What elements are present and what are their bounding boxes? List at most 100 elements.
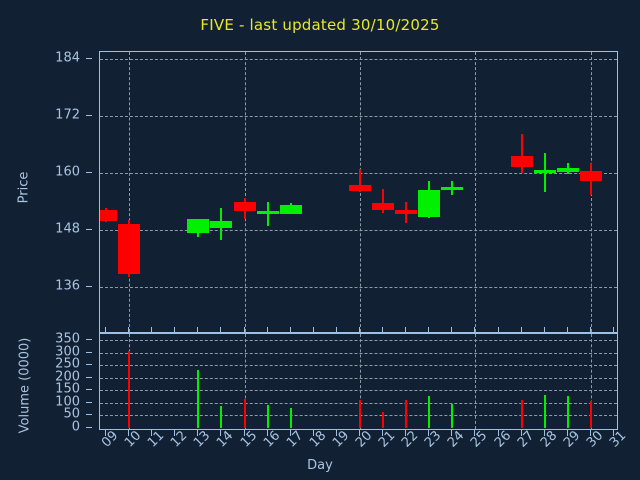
price-tick-mark xyxy=(86,115,92,116)
day-tick-mark-upper xyxy=(428,327,430,333)
day-tick-label: 09 xyxy=(99,428,122,451)
day-tick-mark xyxy=(474,430,476,436)
day-tick-mark xyxy=(197,430,199,436)
price-tick-mark xyxy=(86,286,92,287)
day-tick-label: 27 xyxy=(514,428,537,451)
volume-bar xyxy=(543,395,546,428)
candle-body xyxy=(349,185,371,192)
day-tick-label: 29 xyxy=(560,428,584,451)
volume-gridline xyxy=(100,365,617,367)
day-tick-mark xyxy=(520,430,522,436)
volume-gridline xyxy=(100,340,617,341)
day-tick-label: 10 xyxy=(122,428,145,451)
day-tick-mark-upper xyxy=(613,327,614,333)
day-tick-mark-upper xyxy=(451,327,453,333)
price-tick-label: 172 xyxy=(55,107,80,123)
candle-wick xyxy=(382,188,385,213)
volume-bar xyxy=(266,404,269,428)
candle-body xyxy=(533,169,556,173)
candle-body xyxy=(556,168,579,172)
candle-body xyxy=(100,209,117,222)
day-tick-mark xyxy=(428,430,430,436)
day-tick-mark-upper xyxy=(359,327,360,333)
price-gridline xyxy=(100,230,617,231)
day-tick-mark-upper xyxy=(520,327,522,333)
volume-tick-label: 350 xyxy=(55,331,80,347)
day-tick-mark-upper xyxy=(151,327,153,333)
candle-body xyxy=(418,189,441,217)
candle-body xyxy=(210,221,233,228)
volume-tick-label: 100 xyxy=(55,394,80,410)
day-tick-label: 11 xyxy=(145,428,168,451)
candle-body xyxy=(395,209,418,214)
day-tick-mark-upper xyxy=(312,327,314,333)
day-tick-mark xyxy=(289,430,291,436)
price-gridline-vertical xyxy=(360,52,361,332)
volume-tick-mark xyxy=(86,389,92,391)
volume-gridline xyxy=(100,352,617,354)
day-tick-mark xyxy=(613,430,614,436)
day-tick-label: 22 xyxy=(399,428,422,451)
day-tick-mark-upper xyxy=(497,327,499,333)
candle-body xyxy=(372,202,395,211)
candle-body xyxy=(233,201,256,211)
volume-bar xyxy=(451,403,454,428)
price-plot-area xyxy=(99,51,618,333)
day-tick-mark-upper xyxy=(405,327,407,333)
day-tick-mark xyxy=(151,430,153,436)
candle-body xyxy=(187,219,210,234)
day-tick-mark xyxy=(589,430,591,436)
candle-body xyxy=(279,205,302,214)
day-tick-mark xyxy=(174,430,176,436)
volume-tick-label: 200 xyxy=(55,369,80,385)
day-tick-label: 16 xyxy=(260,428,283,451)
volume-tick-label: 250 xyxy=(55,356,80,372)
day-tick-label: 18 xyxy=(306,428,330,451)
volume-tick-mark xyxy=(86,401,92,403)
volume-bar xyxy=(289,408,292,428)
day-tick-label: 19 xyxy=(329,428,353,451)
candle-body xyxy=(118,223,141,274)
volume-plot-area xyxy=(99,333,618,430)
day-axis-label: Day xyxy=(307,458,333,473)
day-tick-label: 21 xyxy=(376,428,399,451)
volume-gridline xyxy=(100,377,617,379)
price-gridline-vertical xyxy=(244,52,246,332)
day-tick-mark xyxy=(243,430,245,436)
volume-bar xyxy=(405,400,408,428)
volume-tick-mark xyxy=(86,339,92,340)
candle-body xyxy=(256,211,279,215)
volume-bar xyxy=(197,369,200,428)
volume-bar xyxy=(220,406,223,428)
day-tick-mark xyxy=(335,430,337,436)
volume-tick-mark xyxy=(86,376,92,378)
day-tick-mark-upper xyxy=(266,327,268,333)
day-tick-label: 23 xyxy=(422,428,445,451)
candle-body xyxy=(510,156,533,167)
day-tick-mark-upper xyxy=(243,327,245,333)
volume-gridline xyxy=(100,390,617,392)
day-tick-mark-upper xyxy=(566,327,568,333)
volume-tick-label: 0 xyxy=(71,419,80,435)
volume-tick-label: 50 xyxy=(63,406,80,422)
day-tick-mark-upper xyxy=(105,327,106,333)
day-tick-mark xyxy=(312,430,314,436)
day-tick-mark xyxy=(497,430,499,436)
day-tick-mark-upper xyxy=(220,327,222,333)
day-tick-label: 17 xyxy=(283,428,307,451)
day-tick-mark xyxy=(105,430,106,436)
volume-bar xyxy=(428,396,431,428)
day-tick-mark-upper xyxy=(382,327,384,333)
candle-wick xyxy=(359,169,361,192)
price-tick-label: 136 xyxy=(55,278,80,294)
candle-wick xyxy=(520,133,523,173)
day-tick-label: 15 xyxy=(237,428,260,451)
price-gridline xyxy=(100,116,617,117)
price-tick-label: 184 xyxy=(55,50,80,66)
day-tick-mark xyxy=(543,430,545,436)
price-tick-mark xyxy=(86,229,92,230)
candle-body xyxy=(579,170,602,181)
volume-bar xyxy=(382,411,385,428)
day-tick-label: 30 xyxy=(583,428,607,451)
volume-tick-mark xyxy=(86,351,92,353)
